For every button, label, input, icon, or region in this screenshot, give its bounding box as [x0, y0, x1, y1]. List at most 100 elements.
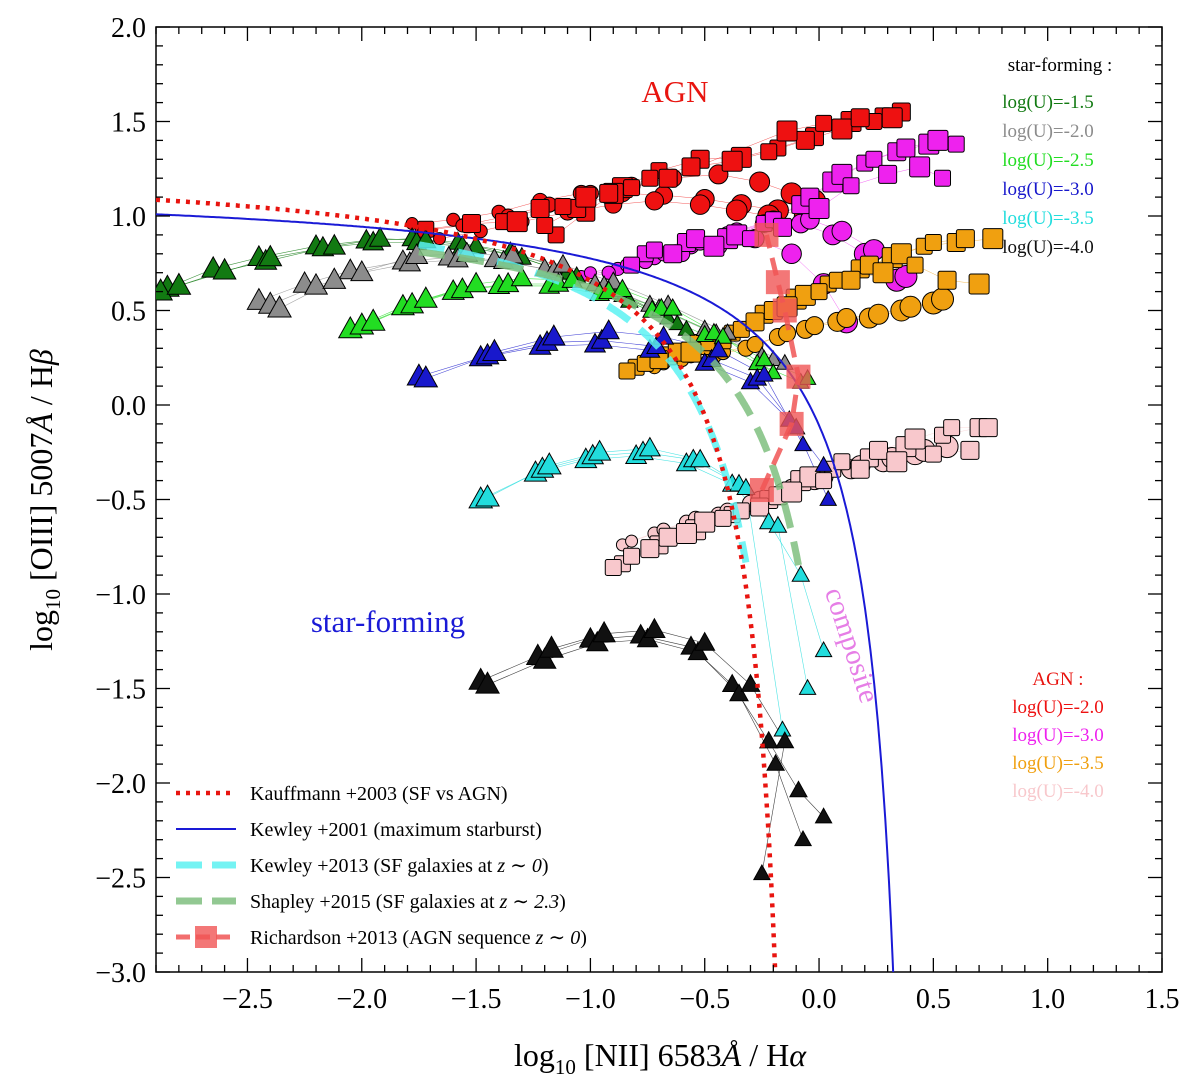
x-tick-label: −2.5 [222, 984, 273, 1015]
sf-markers [156, 226, 838, 881]
sf-log-u-3-5-point [689, 448, 711, 468]
sf-log-u-2-5-point [713, 326, 733, 344]
agn-log-u-4-0-square-point [781, 481, 803, 503]
agn-log-u-2-0-circle-point [689, 194, 711, 215]
sf-log-u-4-0-point [740, 673, 761, 692]
legend-line-label-math: z ∼ 2.3 [499, 891, 560, 913]
sf-log-u-2-5-point [662, 297, 683, 316]
agn-log-u-2-0-square-point [658, 168, 678, 188]
agn-log-u-2-0-square-point [881, 107, 903, 129]
legend-agn-entry: log(U)=-3.5 [1012, 753, 1103, 774]
agn-log-u-4-0-square-point [675, 523, 697, 545]
agn-log-u-2-0-circle-point [749, 171, 771, 193]
legend-line-label-text: Kauffmann +2003 (SF vs AGN) [250, 783, 508, 805]
agn-log-u-4-0-circle-point [625, 534, 639, 548]
agn-log-u-2-0-square-point [599, 183, 619, 203]
legend-marker-richardson [195, 926, 217, 948]
x-axis-label-log: log [514, 1037, 555, 1073]
y-tick-label: 2.0 [111, 13, 146, 44]
legend-line-label-math: z ∼ 0 [496, 855, 542, 877]
axis-tick-labels: −2.5 −2.0 −1.5 −1.0 −0.5 0.0 0.5 1.0 1.5 2.0 1.5 1.… [95, 13, 1179, 1015]
agn-log-u-3-0-square-point [896, 138, 916, 158]
agn-log-u-3-5-square-point [968, 273, 990, 295]
sf-log-u-3-0-point [819, 489, 838, 506]
sf-log-u-3-5-point [587, 439, 612, 461]
y-tick-label: −3.0 [95, 958, 146, 989]
agn-log-u-3-5-square-point [906, 256, 924, 274]
sf-log-u-2-5-point [360, 308, 386, 331]
x-tick-label: 1.5 [1145, 984, 1180, 1015]
agn-log-u-3-5-circle-point [899, 295, 922, 318]
agn-markers [405, 102, 1004, 577]
y-tick-label: 1.0 [111, 202, 146, 233]
agn-log-u-4-0-square-point [714, 509, 732, 527]
x-axis-label: log10 [NII] 6583Å / Hα [514, 1037, 807, 1079]
sf-log-u-1-5-point [322, 233, 347, 255]
agn-log-u-2-0-square-point [536, 216, 554, 234]
legend-line-label-tail: ) [580, 927, 587, 949]
y-tick-label: −1.0 [95, 580, 146, 611]
sf-log-u-4-0-point [729, 683, 749, 702]
agn-log-u-2-0-square-point [795, 130, 815, 150]
legend-sf-entry: log(U)=-4.0 [1002, 237, 1093, 258]
sf-log-u-4-0-point [532, 647, 557, 669]
axis-ticks [155, 26, 1163, 973]
agn-log-u-3-5-square-point [872, 262, 894, 284]
agn-log-u-2-0-square-point [831, 118, 853, 140]
sf-log-u-4-0-point [643, 617, 666, 638]
agn-log-u-2-0-square-point [721, 150, 743, 172]
kauffmann-2003-curve [156, 197, 778, 972]
x-tick-label: 1.0 [1030, 984, 1065, 1015]
x-tick-label: 0.0 [802, 984, 837, 1015]
sf-log-u-4-0-point [592, 620, 616, 643]
sf-log-u-3-0-point [597, 319, 620, 340]
agn-log-u-4-0-square-point [943, 419, 961, 437]
sf-log-u-2-5-point [510, 266, 533, 287]
legend-agn-entry: log(U)=-2.0 [1012, 697, 1103, 718]
legend-line-label-text: Richardson +2013 (AGN sequence [250, 927, 536, 949]
legend-star-forming: star-forming : log(U)=-1.5 log(U)=-2.0 log… [1002, 55, 1112, 258]
agn-log-u-3-0-square-point [909, 156, 931, 178]
agn-log-u-2-0-square-point [776, 120, 798, 142]
richardson-2013-point [765, 270, 790, 295]
sf-log-u-3-0-point [754, 364, 774, 382]
agn-log-u-3-0-circle-point [583, 266, 597, 280]
sf-log-u-3-0-point [541, 324, 566, 346]
sf-log-u-3-5-point [768, 515, 788, 533]
sf-log-u-3-5-point [638, 436, 661, 457]
agn-log-u-3-5-square-point [955, 229, 975, 249]
sf-log-u-1-5-point [258, 244, 283, 267]
agn-log-u-4-0-square-point [924, 445, 942, 463]
agn-log-u-3-0-circle-point [781, 243, 802, 265]
agn-log-u-2-0-square-point [462, 214, 482, 234]
y-tick-label: 0.0 [111, 391, 146, 422]
sf-log-u-3-0-point [413, 365, 439, 388]
agn-log-u-2-0-square-point [623, 179, 641, 197]
sf-log-u-3-0-point [481, 338, 507, 361]
agn-log-u-3-5-circle-point [867, 303, 889, 325]
sf-log-u-2-0-track-line [279, 253, 785, 364]
shapley-2015-curve [418, 248, 802, 566]
agn-log-u-4-0-square-point [623, 547, 641, 565]
sf-log-u-3-5-point [814, 640, 833, 658]
agn-log-u-4-0-square-point [886, 451, 908, 473]
agn-log-u-3-5-square-point [810, 283, 828, 301]
agn-log-u-3-0-square-point [663, 244, 683, 264]
sf-log-u-2-0-point [322, 267, 347, 289]
sf-log-u-3-0-point [794, 434, 813, 452]
agn-log-u-4-0-square-point [868, 440, 888, 460]
legend-line-label: Richardson +2013 (AGN sequence z ∼ 0) [250, 927, 587, 949]
agn-log-u-3-0-square-point [842, 177, 860, 195]
x-axis-label-angstrom: Å [720, 1037, 742, 1073]
agn-log-u-4-0-square-point [640, 539, 660, 559]
agn-log-u-3-0-square-point [927, 129, 949, 151]
agn-log-u-4-0-square-point [904, 428, 926, 450]
legend-reference-lines: Kauffmann +2003 (SF vs AGN) Kewley +2001 … [176, 783, 587, 949]
x-axis-label-greek: α [789, 1037, 807, 1073]
star-forming-region-label: star-forming [311, 604, 465, 639]
agn-log-u-2-0-circle-point [644, 191, 665, 211]
agn-log-u-2-0-square-point [681, 157, 701, 177]
sf-log-u-4-0-point [694, 631, 716, 651]
agn-log-u-2-0-square-point [575, 186, 597, 208]
sf-log-u-1-5-point [668, 314, 687, 331]
